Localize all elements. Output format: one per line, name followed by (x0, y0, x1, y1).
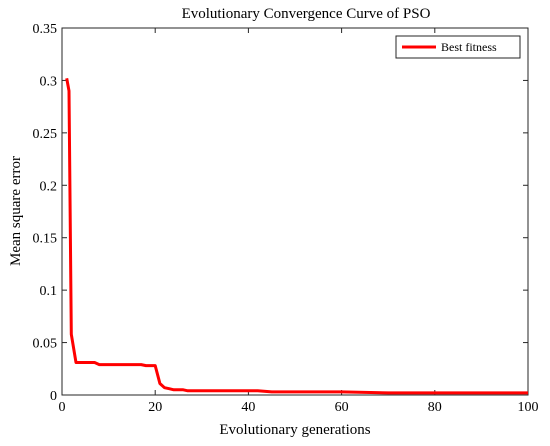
y-tick-label: 0.2 (40, 179, 58, 194)
legend-label-best-fitness: Best fitness (441, 40, 497, 54)
y-tick-label: 0.15 (33, 232, 58, 247)
legend: Best fitness (395, 35, 521, 59)
y-tick-label: 0.35 (33, 22, 58, 37)
x-tick-label: 60 (335, 400, 349, 415)
x-tick-label: 100 (518, 400, 539, 415)
x-tick-label: 0 (59, 400, 66, 415)
plot-area: 0 20 40 60 80 100 0 0.05 0.1 0.15 0.2 0.25 0.3 0.35 (33, 22, 539, 415)
y-tick-label: 0.3 (40, 74, 58, 89)
y-tick-label: 0 (50, 389, 57, 404)
series-layer (65, 78, 528, 395)
x-tick-label: 80 (428, 400, 442, 415)
x-tick-label: 40 (241, 400, 255, 415)
y-tick-label: 0.05 (33, 337, 58, 352)
chart-title: Evolutionary Convergence Curve of PSO (182, 6, 431, 22)
x-axis-ticks: 0 20 40 60 80 100 (59, 28, 539, 415)
plot-background (62, 28, 528, 395)
y-tick-label: 0.1 (40, 284, 58, 299)
x-tick-label: 20 (148, 400, 162, 415)
y-tick-label: 0.25 (33, 127, 58, 142)
y-axis-ticks: 0 0.05 0.1 0.15 0.2 0.25 0.3 0.35 (33, 22, 528, 404)
legend-box (395, 35, 521, 59)
x-axis-title: Evolutionary generations (219, 422, 370, 438)
y-axis-title: Mean square error (8, 156, 24, 266)
series-line-best-fitness (65, 78, 528, 395)
